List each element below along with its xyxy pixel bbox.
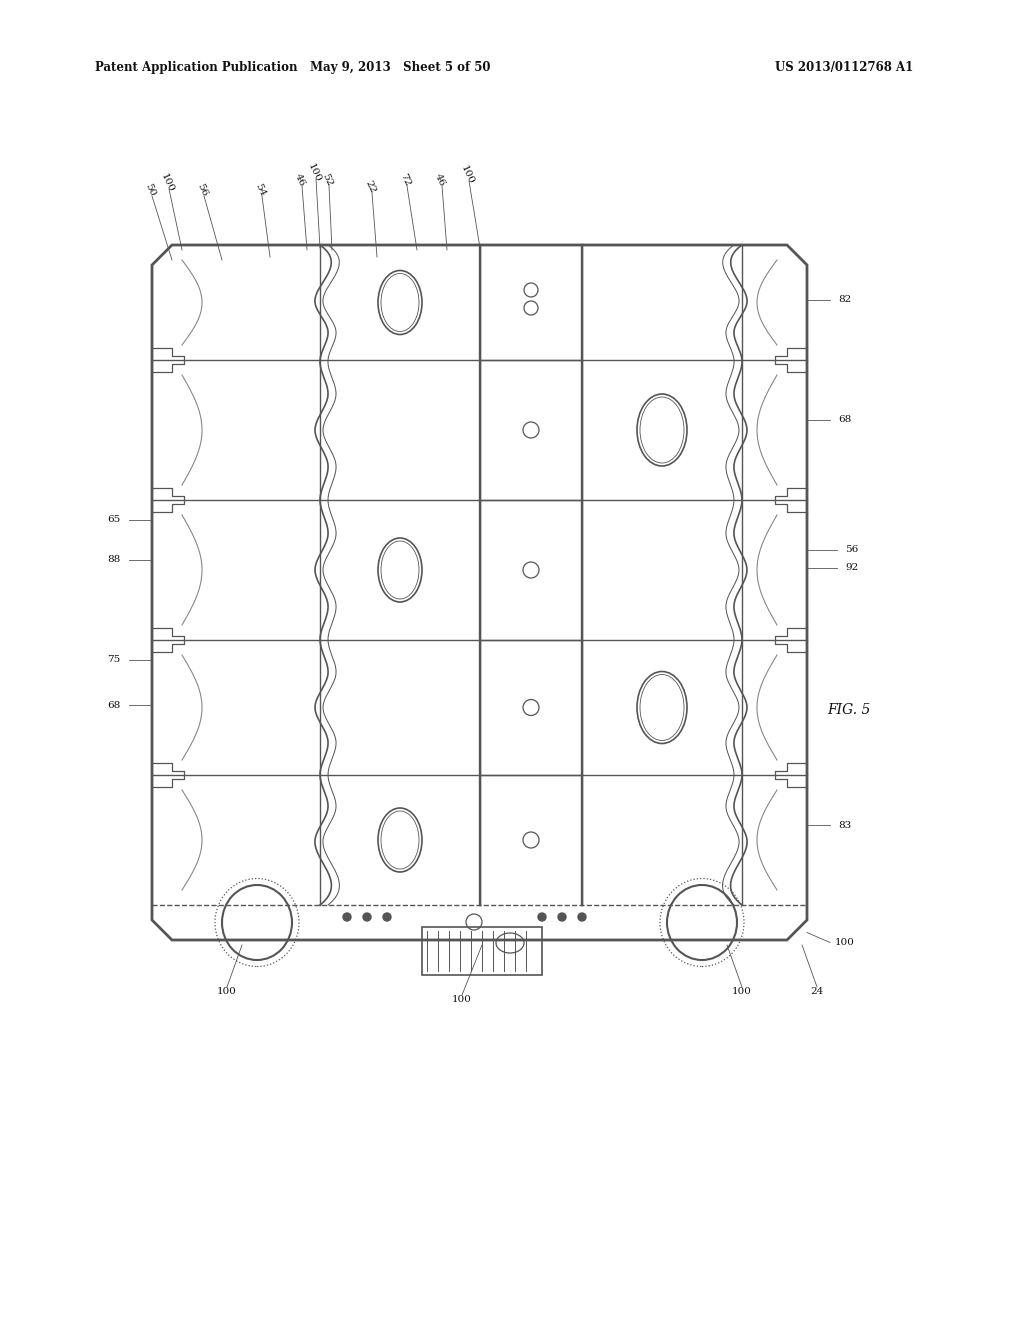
Text: 65: 65 bbox=[108, 516, 121, 524]
Text: 100: 100 bbox=[835, 939, 855, 946]
Text: 100: 100 bbox=[459, 164, 475, 186]
Text: May 9, 2013   Sheet 5 of 50: May 9, 2013 Sheet 5 of 50 bbox=[309, 62, 490, 74]
Text: 56: 56 bbox=[846, 545, 859, 554]
Text: 24: 24 bbox=[810, 987, 823, 997]
Circle shape bbox=[538, 913, 546, 921]
Text: 100: 100 bbox=[732, 987, 752, 997]
Text: 83: 83 bbox=[839, 821, 852, 829]
Text: 50: 50 bbox=[143, 182, 157, 198]
Circle shape bbox=[578, 913, 586, 921]
Text: 100: 100 bbox=[452, 995, 472, 1005]
Text: 82: 82 bbox=[839, 296, 852, 305]
Circle shape bbox=[343, 913, 351, 921]
Text: 100: 100 bbox=[306, 162, 323, 183]
Text: 75: 75 bbox=[108, 656, 121, 664]
Text: 46: 46 bbox=[433, 172, 446, 187]
Text: FIG. 5: FIG. 5 bbox=[827, 704, 870, 717]
Text: 72: 72 bbox=[398, 172, 412, 187]
Text: 56: 56 bbox=[196, 182, 209, 198]
Circle shape bbox=[558, 913, 566, 921]
Text: 88: 88 bbox=[108, 556, 121, 565]
Text: 46: 46 bbox=[293, 172, 307, 187]
Text: 52: 52 bbox=[321, 172, 334, 187]
Circle shape bbox=[362, 913, 371, 921]
Text: 92: 92 bbox=[846, 564, 859, 573]
Text: 22: 22 bbox=[364, 180, 377, 195]
Text: US 2013/0112768 A1: US 2013/0112768 A1 bbox=[775, 62, 913, 74]
Text: 100: 100 bbox=[217, 987, 237, 997]
Text: 100: 100 bbox=[159, 172, 175, 194]
Text: Patent Application Publication: Patent Application Publication bbox=[95, 62, 298, 74]
Text: 68: 68 bbox=[108, 701, 121, 710]
Circle shape bbox=[383, 913, 391, 921]
Text: 54: 54 bbox=[253, 182, 267, 198]
Text: 68: 68 bbox=[839, 416, 852, 425]
